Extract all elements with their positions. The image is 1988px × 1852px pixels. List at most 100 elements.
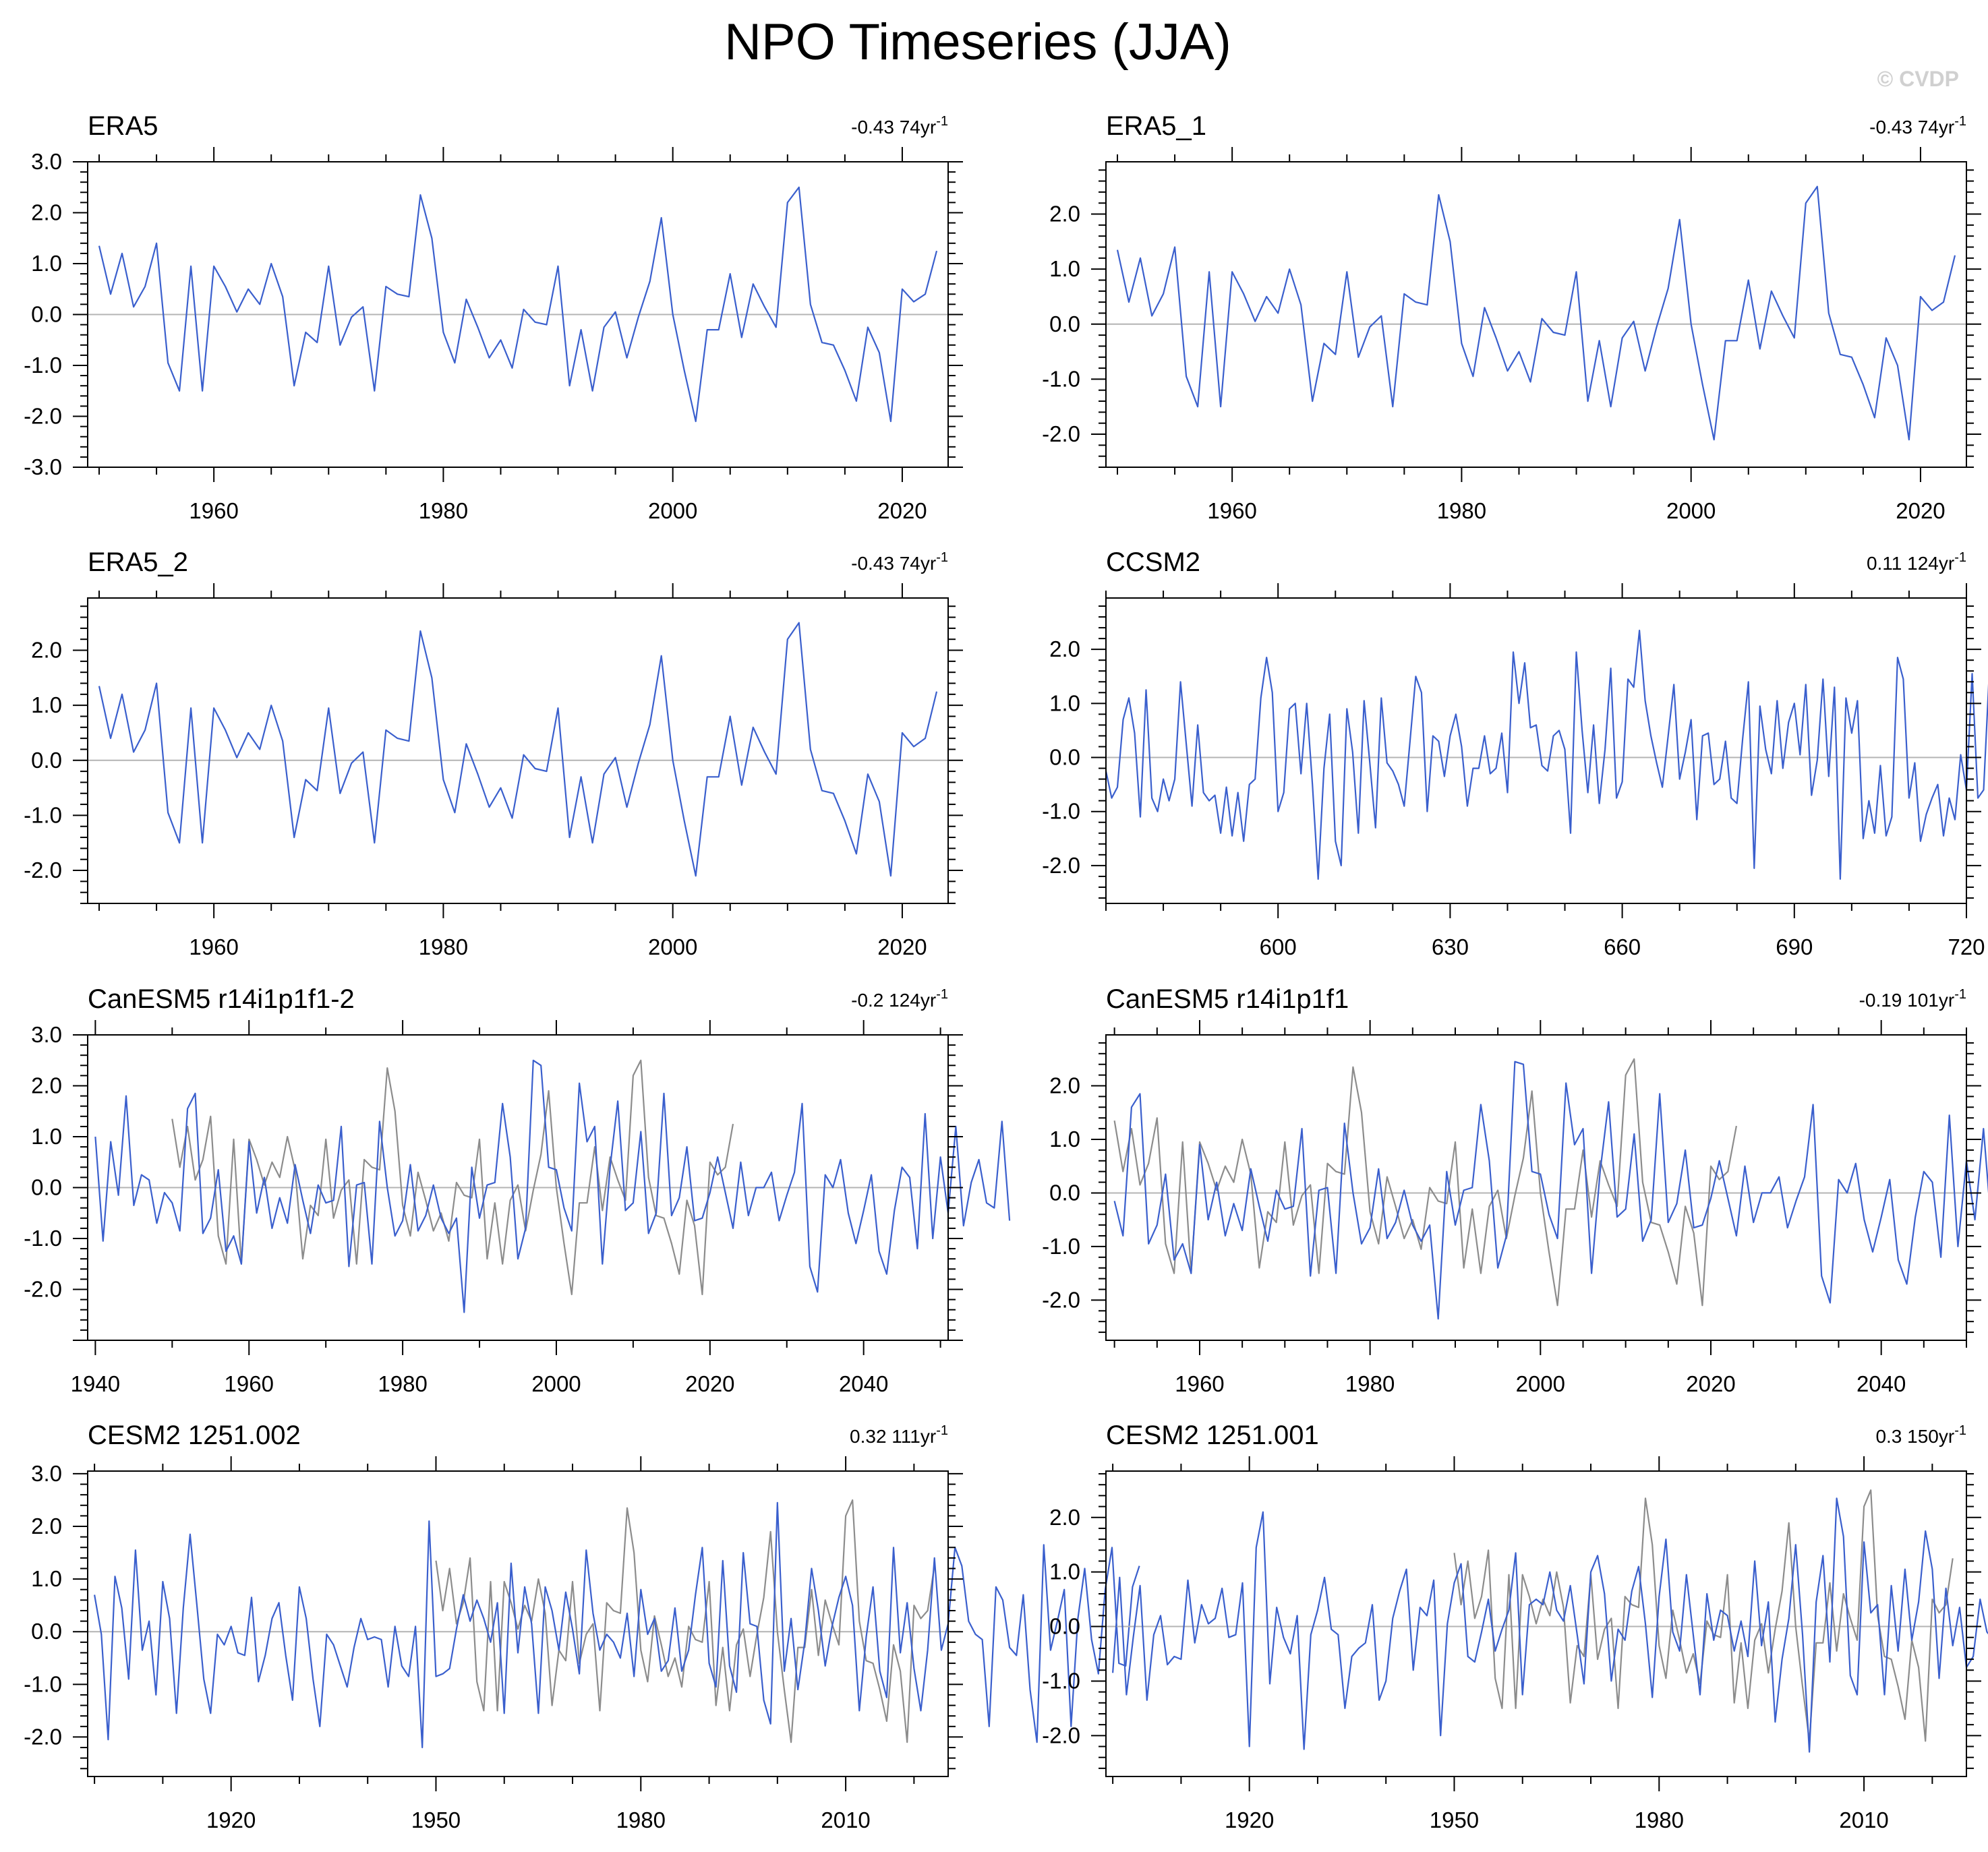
panels: ERA5 -0.43 74yr-1-3.0-2.0-1.00.01.02.03.0…: [24, 111, 1988, 1832]
y-tick-label: -1.0: [24, 802, 62, 827]
y-tick-label: 1.0: [1049, 690, 1080, 715]
y-tick-label: -2.0: [1042, 1287, 1080, 1312]
y-tick-label: 0.0: [31, 1175, 62, 1200]
y-tick-label: 1.0: [31, 692, 62, 717]
x-tick-label: 2000: [1516, 1371, 1565, 1396]
trend-superscript: -1: [936, 1423, 948, 1438]
x-tick-label: 2000: [531, 1371, 581, 1396]
y-tick-label: 0.0: [31, 748, 62, 773]
y-tick-label: 0.0: [1049, 311, 1080, 336]
y-tick-label: 0.0: [1049, 745, 1080, 770]
observed-series-line: [1113, 1058, 1737, 1307]
x-tick-label: 2040: [839, 1371, 888, 1396]
model-series-line: [1112, 1497, 1988, 1753]
panel-trend: 0.11 124yr-1: [1867, 550, 1966, 574]
trend-value: 0.3 150yr: [1875, 1426, 1954, 1447]
y-tick-label: 2.0: [31, 200, 62, 225]
panel-1: ERA5 -0.43 74yr-1 -3.0 -2.0 -1.0 0.0 1.0 2.0 3.0…: [24, 111, 963, 523]
y-tick-label: 3.0: [31, 1022, 62, 1047]
y-tick-label: -3.0: [24, 454, 62, 479]
y-tick-label: 2.0: [1049, 1073, 1080, 1098]
trend-value: -0.43 74yr: [851, 553, 936, 574]
y-tick-label: 1.0: [31, 251, 62, 276]
trend-value: -0.19 101yr: [1859, 990, 1955, 1011]
panel-4: CCSM2 0.11 124yr-1 -2.0 -1.0 0.0 1.0 2.0 600 630…: [1042, 547, 1988, 959]
panel-title: CanESM5 r14i1p1f1-2: [88, 984, 355, 1014]
x-tick-label: 2020: [685, 1371, 734, 1396]
x-tick-label: 1980: [419, 498, 468, 523]
plot-frame: [1105, 161, 1967, 468]
panel-title: ERA5_2: [88, 547, 188, 577]
figure-title: NPO Timeseries (JJA): [724, 13, 1231, 71]
panel-6: CanESM5 r14i1p1f1 -0.19 101yr-1 -2.0 -1.0 0.…: [1042, 984, 1988, 1396]
plot-frame: [1105, 1470, 1967, 1777]
x-tick-label: 660: [1604, 934, 1641, 959]
model-series-line: [94, 1059, 1011, 1313]
x-tick-label: 1960: [1175, 1371, 1224, 1396]
trend-superscript: -1: [936, 114, 948, 129]
x-tick-label: 2000: [1666, 498, 1716, 523]
x-tick-label: 1980: [1635, 1808, 1684, 1832]
y-tick-label: -2.0: [1042, 853, 1080, 878]
x-tick-label: 2020: [1896, 498, 1945, 523]
trend-superscript: -1: [936, 550, 948, 565]
y-tick-label: 3.0: [31, 149, 62, 174]
x-tick-label: 1980: [616, 1808, 666, 1832]
panel-title: CESM2 1251.001: [1106, 1421, 1319, 1450]
panel-trend: 0.3 150yr-1: [1875, 1423, 1966, 1447]
y-tick-label: 1.0: [1049, 1127, 1080, 1152]
y-tick-label: -1.0: [1042, 366, 1080, 391]
model-series-line: [1105, 629, 1988, 880]
panel-5: CanESM5 r14i1p1f1-2 -0.2 124yr-1 -2.0 -1.0 0…: [24, 984, 1011, 1396]
y-tick-label: 1.0: [1049, 256, 1080, 281]
panel-trend: -0.19 101yr-1: [1859, 987, 1966, 1011]
x-tick-label: 1960: [225, 1371, 274, 1396]
y-tick-label: 2.0: [1049, 1505, 1080, 1530]
y-tick-label: 1.0: [31, 1566, 62, 1591]
x-tick-label: 1980: [1437, 498, 1486, 523]
panel-2: ERA5_1 -0.43 74yr-1 -2.0 -1.0 0.0 1.0 2.0 1960 1…: [1042, 111, 1981, 523]
trend-superscript: -1: [936, 987, 948, 1002]
y-tick-label: 2.0: [1049, 202, 1080, 227]
x-tick-label: 630: [1432, 934, 1469, 959]
x-tick-label: 1950: [411, 1808, 461, 1832]
model-series-line: [98, 186, 938, 423]
panel-trend: -0.2 124yr-1: [851, 987, 948, 1011]
x-tick-label: 1920: [1225, 1808, 1274, 1832]
trend-superscript: -1: [1954, 114, 1966, 129]
trend-superscript: -1: [1954, 550, 1966, 565]
x-tick-label: 2020: [877, 498, 927, 523]
trend-value: -0.2 124yr: [851, 990, 936, 1011]
plot-frame: [87, 597, 949, 904]
model-series-line: [94, 1501, 1140, 1749]
panel-title: CCSM2: [1106, 547, 1200, 577]
x-tick-label: 2000: [648, 498, 697, 523]
y-tick-label: 2.0: [1049, 636, 1080, 661]
trend-value: -0.43 74yr: [1869, 117, 1954, 138]
x-tick-label: 2020: [877, 934, 927, 959]
panel-8: CESM2 1251.001 0.3 150yr-1 -2.0 -1.0 0.0 1.0 2…: [1042, 1421, 1988, 1832]
y-tick-label: 1.0: [1049, 1559, 1080, 1584]
x-tick-label: 2010: [821, 1808, 870, 1832]
panel-7: CESM2 1251.002 0.32 111yr-1 -2.0 -1.0 0.0 1.0…: [24, 1421, 1140, 1832]
x-tick-label: 690: [1776, 934, 1813, 959]
panel-trend: 0.32 111yr-1: [850, 1423, 948, 1447]
y-tick-label: -1.0: [24, 353, 62, 378]
model-series-line: [1116, 185, 1956, 441]
y-tick-label: 1.0: [31, 1124, 62, 1149]
y-tick-label: 2.0: [31, 1073, 62, 1098]
x-tick-label: 1950: [1430, 1808, 1479, 1832]
panel-trend: -0.43 74yr-1: [851, 550, 948, 574]
x-tick-label: 2000: [648, 934, 697, 959]
x-tick-label: 1940: [71, 1371, 120, 1396]
y-tick-label: -1.0: [24, 1226, 62, 1251]
panel-title: ERA5: [88, 111, 158, 141]
trend-superscript: -1: [1954, 1423, 1966, 1438]
panel-title: ERA5_1: [1106, 111, 1206, 141]
y-tick-label: 2.0: [31, 638, 62, 663]
y-tick-label: -2.0: [24, 404, 62, 429]
y-tick-label: 0.0: [1049, 1180, 1080, 1205]
x-tick-label: 1980: [419, 934, 468, 959]
trend-value: -0.43 74yr: [851, 117, 936, 138]
